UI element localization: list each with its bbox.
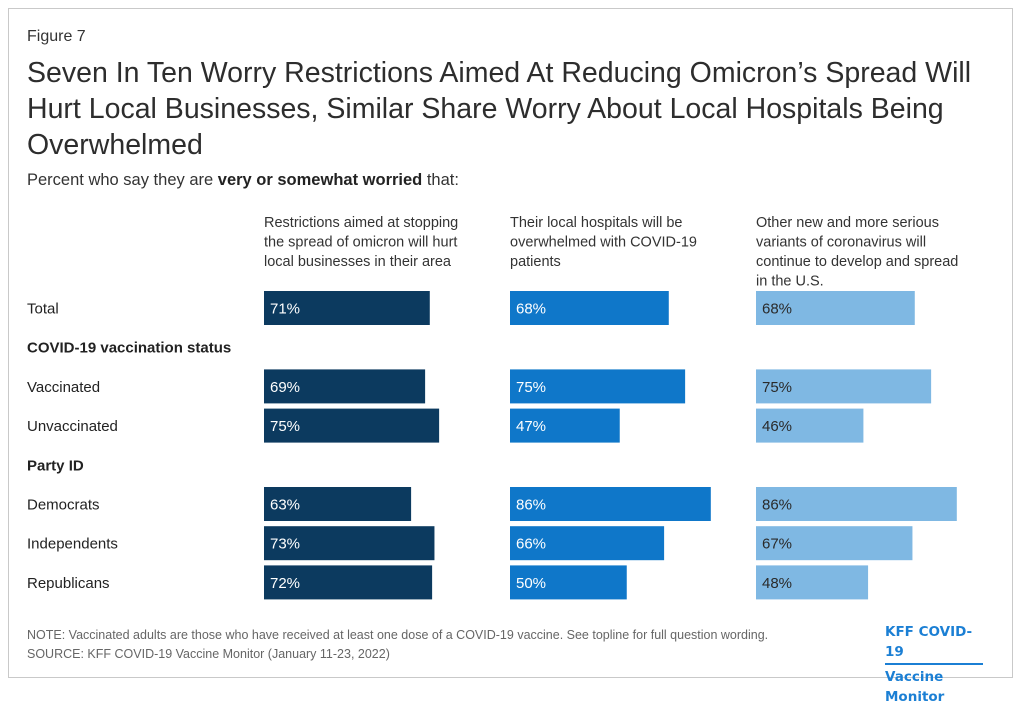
bar (510, 526, 665, 561)
bar (510, 369, 686, 404)
panel-header-3-line-1: Other new and more serious (756, 215, 939, 231)
data-label: 71% (270, 301, 300, 318)
panel-header-2-line-1: Their local hospitals will be (510, 215, 682, 231)
data-label: 68% (762, 301, 792, 318)
panel-header-2-line-2: overwhelmed with COVID-19 (510, 235, 697, 251)
bar (756, 526, 913, 561)
bar (264, 487, 412, 521)
row-label: Unvaccinated (27, 418, 118, 435)
bar (756, 369, 932, 404)
row-label: Total (27, 301, 59, 318)
panel-header-3-line-4: in the U.S. (756, 274, 824, 290)
panel-header-1-line-1: Restrictions aimed at stopping (264, 215, 458, 231)
data-label: 46% (762, 418, 792, 435)
panel-header-2-line-3: patients (510, 254, 561, 270)
row-label: Vaccinated (27, 379, 100, 396)
bar (264, 565, 433, 600)
panel-header-3-line-3: continue to develop and spread (756, 254, 958, 270)
panel-header-1-line-2: the spread of omicron will hurt (264, 235, 457, 251)
subtitle-suffix: that: (422, 171, 459, 189)
bar (264, 369, 426, 404)
data-label: 73% (270, 536, 300, 553)
bar (756, 487, 957, 521)
row-label: Republicans (27, 575, 110, 592)
data-label: 47% (516, 418, 546, 435)
data-label: 69% (270, 379, 300, 396)
data-label: 48% (762, 575, 792, 592)
data-label: 75% (270, 418, 300, 435)
bar (510, 408, 620, 443)
logo-line-2: Vaccine Monitor (885, 669, 945, 705)
subtitle-prefix: Percent who say they are (27, 171, 218, 189)
data-label: 75% (762, 379, 792, 396)
row-label: Independents (27, 536, 118, 553)
chart-title: Seven In Ten Worry Restrictions Aimed At… (27, 57, 972, 161)
data-label: 63% (270, 497, 300, 514)
bar (756, 291, 915, 325)
panel-header-1-line-3: local businesses in their area (264, 254, 452, 270)
bar (264, 291, 430, 325)
group-header-label: Party ID (27, 457, 84, 474)
source-text: SOURCE: KFF COVID-19 Vaccine Monitor (Ja… (27, 647, 390, 661)
data-label: 67% (762, 536, 792, 553)
bar (264, 526, 435, 561)
row-label: Democrats (27, 497, 100, 514)
panel-header-3-line-2: variants of coronavirus will (756, 235, 926, 251)
chart-subtitle: Percent who say they are very or somewha… (27, 171, 459, 190)
footnote: NOTE: Vaccinated adults are those who ha… (27, 626, 768, 664)
group-header-label: COVID-19 vaccination status (27, 340, 231, 357)
data-label: 72% (270, 575, 300, 592)
data-label: 68% (516, 301, 546, 318)
bar (510, 487, 711, 521)
bar (510, 565, 627, 600)
note-text: NOTE: Vaccinated adults are those who ha… (27, 628, 769, 642)
bar (756, 565, 869, 600)
bar-chart: Restrictions aimed at stopping the spread… (27, 215, 958, 600)
bar (756, 408, 864, 443)
figure-label: Figure 7 (27, 28, 86, 45)
kff-logo: KFF COVID-19 Vaccine Monitor (885, 622, 997, 707)
bar (510, 291, 669, 325)
bar (264, 408, 440, 443)
data-label: 50% (516, 575, 546, 592)
data-label: 86% (516, 497, 546, 514)
data-label: 75% (516, 379, 546, 396)
logo-line-1: KFF COVID-19 (885, 622, 983, 665)
data-label: 86% (762, 497, 792, 514)
data-label: 66% (516, 536, 546, 553)
subtitle-emphasis: very or somewhat worried (217, 171, 423, 189)
